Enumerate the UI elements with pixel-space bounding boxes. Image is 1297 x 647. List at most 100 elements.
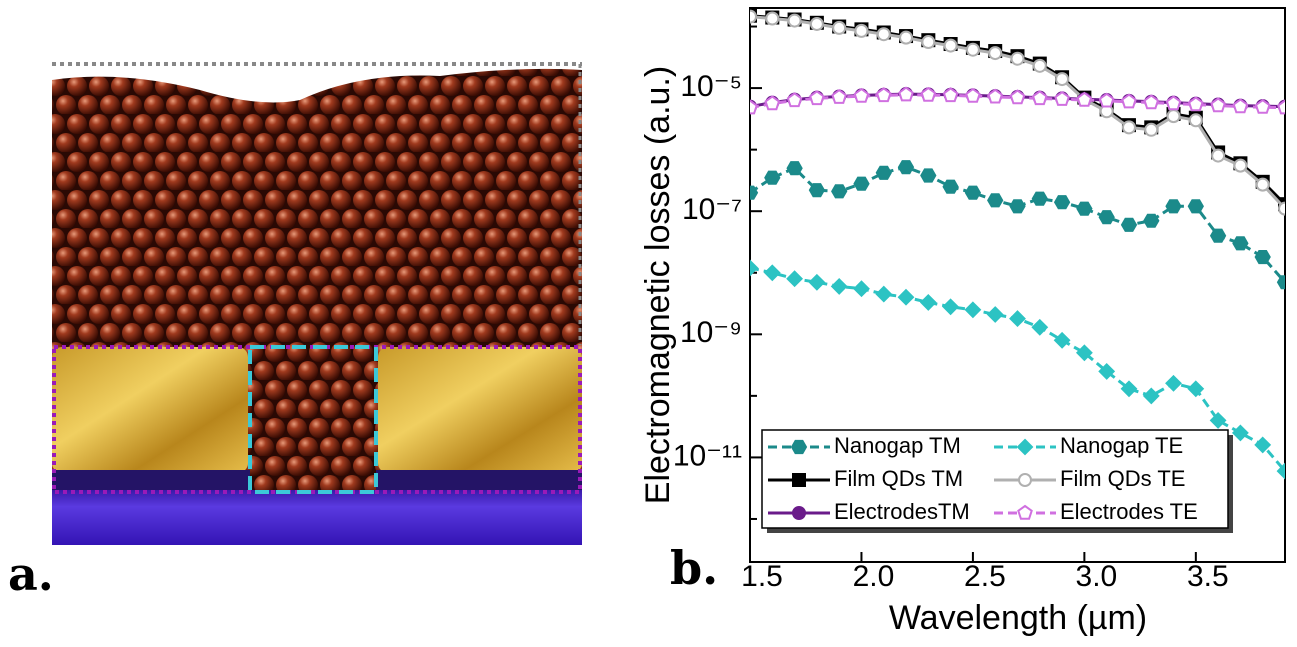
marker	[764, 95, 781, 111]
marker	[808, 183, 826, 198]
marker	[1075, 344, 1093, 362]
marker	[1076, 201, 1093, 216]
x-tick-label: 2.0	[853, 560, 895, 593]
marker	[921, 35, 936, 50]
legend-marker	[1016, 438, 1034, 456]
marker	[809, 16, 824, 31]
marker	[831, 184, 848, 199]
marker	[1254, 436, 1272, 454]
series-line	[750, 14, 1285, 206]
marker	[808, 273, 826, 291]
legend-label: Nanogap TE	[1060, 433, 1183, 458]
legend-label: ElectrodesTM	[834, 499, 970, 524]
marker	[832, 20, 847, 35]
marker	[1233, 158, 1248, 173]
marker	[1232, 98, 1249, 114]
legend-marker	[792, 473, 806, 487]
marker	[1232, 236, 1249, 251]
legend-marker	[1017, 504, 1033, 520]
marker	[1098, 210, 1115, 225]
marker	[987, 193, 1004, 208]
y-tick-label: 10⁻⁵	[680, 70, 742, 103]
legend-marker	[792, 506, 806, 520]
marker	[1098, 362, 1116, 380]
marker	[809, 90, 825, 106]
marker	[1165, 199, 1182, 214]
marker	[1009, 89, 1026, 105]
marker	[1054, 90, 1070, 106]
y-axis-title: Electromagnetic losses (a.u.)	[639, 66, 677, 504]
marker	[831, 88, 847, 104]
marker	[1277, 99, 1285, 115]
legend-label: Electrodes TE	[1060, 499, 1198, 524]
marker	[763, 264, 781, 282]
marker	[1055, 72, 1070, 87]
marker	[942, 179, 959, 194]
marker	[1254, 98, 1271, 114]
illustration	[52, 62, 582, 545]
marker	[853, 87, 870, 103]
marker	[1276, 275, 1285, 290]
marker	[965, 42, 980, 57]
marker	[899, 30, 914, 45]
marker	[1143, 94, 1160, 110]
x-tick-label: 2.5	[964, 560, 1006, 593]
marker	[1076, 91, 1093, 107]
y-tick-label: 10⁻¹¹	[673, 439, 742, 472]
marker	[1121, 93, 1137, 109]
marker	[1255, 177, 1270, 192]
marker	[1166, 109, 1181, 124]
marker	[986, 306, 1004, 323]
panel-label: b.	[670, 541, 718, 595]
marker	[1210, 97, 1226, 113]
marker	[920, 86, 937, 102]
marker	[787, 13, 802, 28]
marker	[1254, 250, 1271, 265]
marker	[876, 27, 891, 42]
panel-label: a.	[8, 547, 54, 601]
marker	[988, 46, 1003, 61]
marker	[1009, 199, 1026, 214]
series-line	[750, 15, 1285, 210]
marker	[854, 23, 869, 38]
marker	[786, 270, 804, 288]
marker	[965, 87, 981, 103]
marker	[1010, 51, 1025, 66]
marker	[1053, 331, 1071, 349]
marker	[1144, 122, 1159, 137]
marker	[1211, 148, 1226, 163]
marker	[897, 288, 915, 306]
marker	[1276, 462, 1285, 480]
y-tick-label: 10⁻⁷	[682, 193, 742, 226]
marker	[1143, 213, 1160, 228]
legend-label: Film QDs TM	[834, 466, 963, 491]
series-line	[750, 165, 1285, 284]
marker	[1053, 195, 1071, 210]
marker	[1278, 201, 1285, 216]
marker	[1165, 374, 1182, 392]
marker	[750, 9, 757, 24]
marker	[1120, 217, 1138, 232]
marker	[1187, 199, 1204, 214]
marker	[1031, 318, 1049, 336]
marker	[875, 285, 893, 303]
marker	[1031, 191, 1048, 206]
x-axis-title: Wavelength (µm)	[889, 599, 1147, 637]
marker	[897, 160, 915, 175]
marker	[875, 165, 892, 180]
legend-marker	[1018, 473, 1032, 487]
marker	[1098, 92, 1115, 108]
plot-area	[750, 8, 1285, 480]
marker	[875, 87, 892, 103]
x-tick-label: 3.5	[1187, 560, 1229, 593]
marker	[750, 259, 759, 277]
x-tick-label: 3.0	[1076, 560, 1118, 593]
marker	[1031, 90, 1048, 106]
marker	[1142, 387, 1160, 405]
legend-marker	[790, 439, 808, 455]
legend-label: Nanogap TM	[834, 433, 961, 458]
marker	[853, 280, 870, 298]
marker	[764, 170, 781, 185]
marker	[750, 99, 758, 115]
marker	[1009, 310, 1026, 328]
